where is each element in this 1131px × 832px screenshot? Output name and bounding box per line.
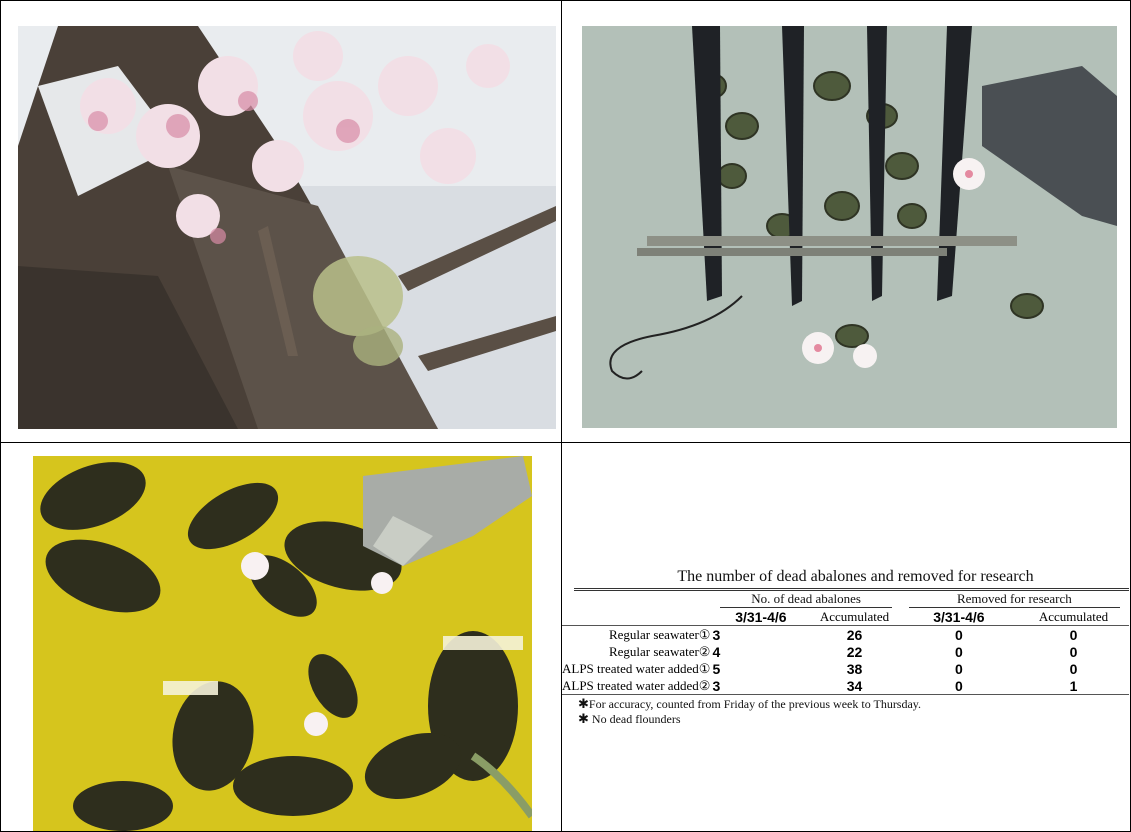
- cell-removed-accumulated: 0: [1069, 643, 1078, 660]
- table-notes: ✱For accuracy, counted from Friday of th…: [562, 697, 1129, 727]
- group-header-removed: Removed for research: [900, 591, 1129, 608]
- cell-dead-period: 5: [712, 660, 721, 677]
- note-item: ✱ No dead flounders: [578, 712, 681, 727]
- subheader-dead-period: 3/31-4/6: [712, 608, 810, 626]
- subheader-dead-accumulated: Accumulated: [809, 608, 900, 626]
- table-row: Regular seawater① 3 26 0 0: [562, 626, 1129, 644]
- group-header-dead: No. of dead abalones: [712, 591, 899, 608]
- note-item: ✱For accuracy, counted from Friday of th…: [578, 697, 922, 712]
- data-table: No. of dead abalones Removed for researc…: [562, 591, 1129, 695]
- row-label: ALPS treated water added②: [562, 677, 713, 695]
- flounder-tank-photo: [33, 456, 532, 831]
- dead-abalone-table: The number of dead abalones and removed …: [562, 568, 1129, 727]
- cell-dead-accumulated: 22: [846, 643, 863, 660]
- table-row: ALPS treated water added② 3 34 0 1: [562, 677, 1129, 695]
- cell-dead-period: 4: [712, 643, 721, 660]
- cell-removed-period: 0: [954, 626, 963, 643]
- cell-removed-period: 0: [954, 643, 963, 660]
- asterisk-icon: ✱: [578, 712, 589, 727]
- cell-removed-period: 0: [899, 677, 1019, 695]
- title-rule: [574, 588, 1129, 591]
- cell-removed-period: 0: [954, 660, 963, 677]
- table-row: ALPS treated water added① 5 38 0 0: [562, 660, 1129, 677]
- cell-dead-accumulated: 38: [846, 660, 863, 677]
- subheader-removed-accumulated: Accumulated: [1018, 608, 1129, 626]
- cell-dead-accumulated: 26: [846, 626, 863, 643]
- cherry-blossom-photo: [18, 26, 556, 429]
- row-label: Regular seawater②: [608, 643, 711, 659]
- asterisk-icon: ✱: [578, 697, 589, 712]
- table-title: The number of dead abalones and removed …: [677, 568, 1034, 585]
- cell-removed-accumulated: 0: [1069, 660, 1078, 677]
- abalone-tank-photo: [582, 26, 1117, 428]
- cell-removed-accumulated: 1: [1018, 677, 1129, 695]
- table-row: Regular seawater② 4 22 0 0: [562, 643, 1129, 660]
- grid-divider-vertical: [561, 1, 562, 831]
- cell-dead-period: 3: [712, 626, 721, 643]
- row-label: Regular seawater①: [608, 626, 711, 642]
- cell-removed-accumulated: 0: [1069, 626, 1078, 643]
- row-label: ALPS treated water added①: [562, 660, 711, 676]
- subheader-spacer: [562, 608, 713, 626]
- subheader-removed-period: 3/31-4/6: [899, 608, 1019, 626]
- grid-divider-horizontal: [1, 442, 1130, 443]
- cell-dead-period: 3: [712, 677, 810, 695]
- header-spacer: [562, 591, 712, 608]
- cell-dead-accumulated: 34: [809, 677, 900, 695]
